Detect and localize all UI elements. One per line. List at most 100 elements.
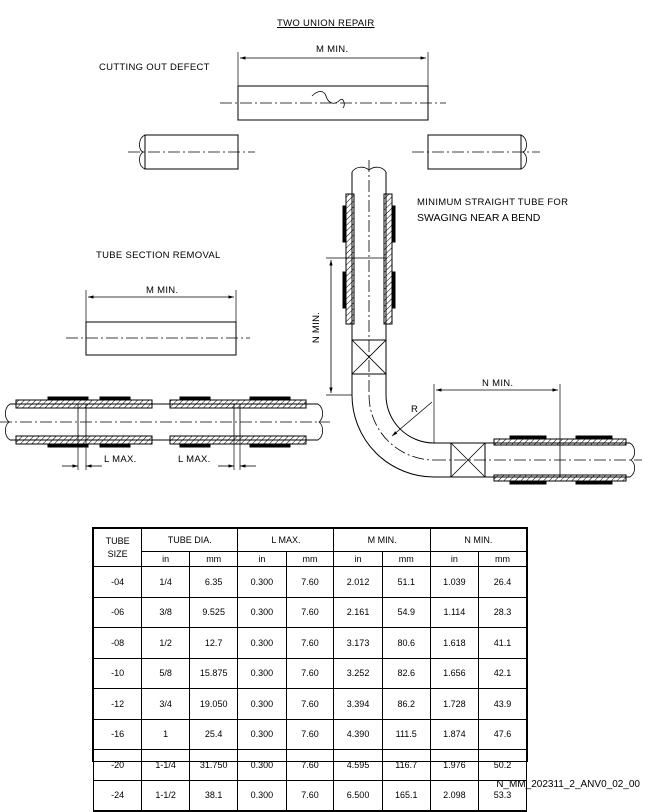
m-min-header: M MIN.: [333, 528, 431, 552]
unit-mm-header: mm: [189, 551, 239, 567]
l-max-right-label: L MAX.: [178, 454, 211, 465]
table-row: -10 5/8 15.875 0.300 7.60 3.252 82.6 1.656 42.1: [92, 657, 528, 689]
unit-in-header: in: [429, 551, 479, 567]
table-cell: 5/8: [141, 657, 191, 689]
table-cell: 43.9: [477, 688, 528, 720]
table-cell: 0.300: [237, 749, 287, 781]
table-cell: 7.60: [285, 627, 335, 659]
table-cell: 1.618: [429, 627, 479, 659]
table-cell: 42.1: [477, 657, 528, 689]
table-cell: 7.60: [285, 566, 335, 598]
table-cell: 1.039: [429, 566, 479, 598]
figure-code: N_MM_202311_2_ANV0_02_00: [496, 779, 640, 790]
table-cell: 7.60: [285, 749, 335, 781]
tube-dia-header: TUBE DIA.: [141, 528, 239, 552]
table-cell: 12.7: [189, 627, 239, 659]
table-cell: 7.60: [285, 718, 335, 750]
table-cell: 3.252: [333, 657, 383, 689]
two-union-assembly: [0, 396, 330, 470]
unit-in-header: in: [237, 551, 287, 567]
n-min-vertical-label: N MIN.: [311, 311, 323, 344]
table-cell: 1/2: [141, 627, 191, 659]
table-cell: 80.6: [381, 627, 431, 659]
table-cell: 4.595: [333, 749, 383, 781]
table-row: -24 1-1/2 38.1 0.300 7.60 6.500 165.1 2.098 53.3: [92, 779, 528, 812]
m-min-mid-label: M MIN.: [146, 285, 179, 296]
table-cell: 6.35: [189, 566, 239, 598]
table-cell: 0.300: [237, 718, 287, 750]
table-cell: 1: [141, 718, 191, 750]
table-cell: 0.300: [237, 657, 287, 689]
removal-section: [66, 290, 250, 356]
table-cell: 0.300: [237, 779, 287, 812]
dimension-table: TUBE SIZE TUBE DIA. L MAX. M MIN. N MIN.…: [92, 528, 528, 812]
bend-assembly: [326, 160, 642, 485]
table-cell: 0.300: [237, 688, 287, 720]
diagram-title: TWO UNION REPAIR: [277, 18, 375, 29]
table-cell: 19.050: [189, 688, 239, 720]
cutting-out-defect-label: CUTTING OUT DEFECT: [99, 62, 210, 73]
table-cell: 1.728: [429, 688, 479, 720]
table-cell: 6.500: [333, 779, 383, 812]
table-cell: 2.012: [333, 566, 383, 598]
table-cell: 7.60: [285, 688, 335, 720]
tube-size-cell: -24: [92, 779, 143, 812]
unit-mm-header: mm: [477, 551, 528, 567]
n-min-horizontal-label: N MIN.: [482, 378, 514, 389]
table-cell: 31.750: [189, 749, 239, 781]
table-cell: 3.394: [333, 688, 383, 720]
table-cell: 15.875: [189, 657, 239, 689]
table-cell: 1-1/4: [141, 749, 191, 781]
defect-tube: [220, 52, 446, 121]
table-cell: 25.4: [189, 718, 239, 750]
table-cell: 1.976: [429, 749, 479, 781]
table-cell: 111.5: [381, 718, 431, 750]
tube-size-cell: -10: [92, 657, 143, 689]
table-cell: 38.1: [189, 779, 239, 812]
table-row: -16 1 25.4 0.300 7.60 4.390 111.5 1.874 47.6: [92, 718, 528, 750]
table-cell: 7.60: [285, 596, 335, 628]
repair-diagram: [0, 52, 642, 485]
table-cell: 28.3: [477, 596, 528, 628]
tube-size-cell: -16: [92, 718, 143, 750]
table-cell: 41.1: [477, 627, 528, 659]
table-cell: 7.60: [285, 779, 335, 812]
tube-size-cell: -06: [92, 596, 143, 628]
table-row: -12 3/4 19.050 0.300 7.60 3.394 86.2 1.728 43.9: [92, 688, 528, 720]
table-cell: 7.60: [285, 657, 335, 689]
cut-tube-ends: [128, 134, 540, 170]
l-max-left-label: L MAX.: [104, 454, 137, 465]
tube-size-cell: -08: [92, 627, 143, 659]
table-cell: 3/8: [141, 596, 191, 628]
unit-in-header: in: [333, 551, 383, 567]
table-cell: 0.300: [237, 596, 287, 628]
table-cell: 3.173: [333, 627, 383, 659]
min-straight-tube-label: MINIMUM STRAIGHT TUBE FOR: [417, 197, 569, 208]
table-row: -06 3/8 9.525 0.300 7.60 2.161 54.9 1.114 28.3: [92, 596, 528, 628]
table-cell: 4.390: [333, 718, 383, 750]
radius-label: R: [411, 404, 419, 415]
n-min-header: N MIN.: [429, 528, 528, 552]
table-row: -04 1/4 6.35 0.300 7.60 2.012 51.1 1.039 26.4: [92, 566, 528, 598]
unit-mm-header: mm: [285, 551, 335, 567]
m-min-top-label: M MIN.: [316, 44, 349, 55]
tube-size-header: TUBE SIZE: [92, 528, 143, 567]
table-cell: 47.6: [477, 718, 528, 750]
table-cell: 26.4: [477, 566, 528, 598]
table-cell: 0.300: [237, 627, 287, 659]
unit-in-header: in: [141, 551, 191, 567]
table-cell: 1.114: [429, 596, 479, 628]
table-cell: 82.6: [381, 657, 431, 689]
table-cell: 54.9: [381, 596, 431, 628]
table-cell: 165.1: [381, 779, 431, 812]
table-cell: 0.300: [237, 566, 287, 598]
table-cell: 9.525: [189, 596, 239, 628]
tube-section-removal-label: TUBE SECTION REMOVAL: [96, 250, 221, 261]
table-cell: 2.161: [333, 596, 383, 628]
l-max-header: L MAX.: [237, 528, 335, 552]
table-cell: 51.1: [381, 566, 431, 598]
table-row: -08 1/2 12.7 0.300 7.60 3.173 80.6 1.618 41.1: [92, 627, 528, 659]
table-cell: 3/4: [141, 688, 191, 720]
table-cell: 50.2: [477, 749, 528, 781]
table-cell: 2.098: [429, 779, 479, 812]
